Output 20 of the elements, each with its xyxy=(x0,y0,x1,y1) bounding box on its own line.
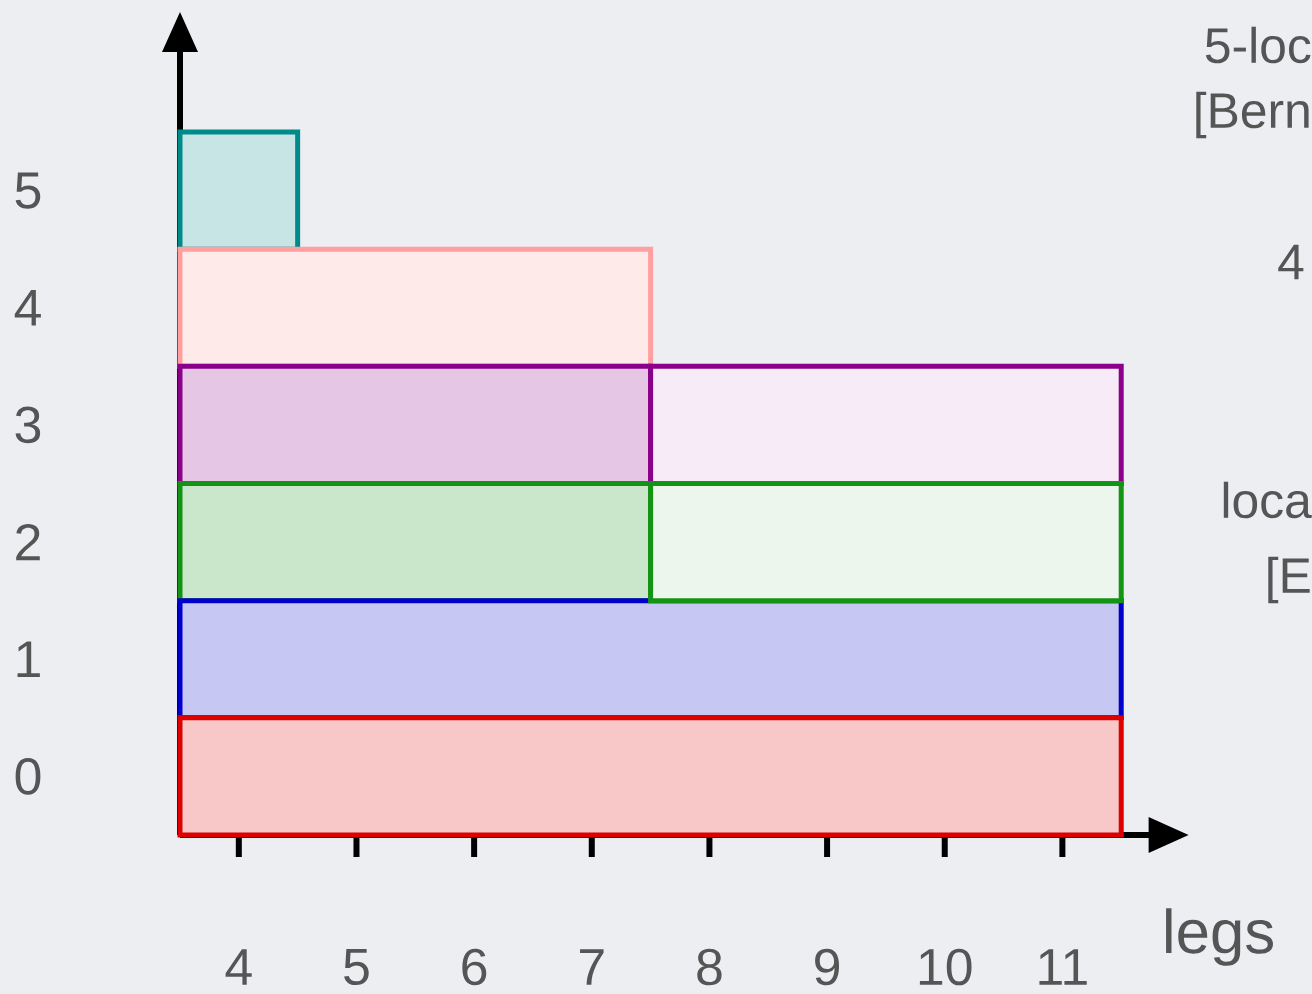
x-tick-label: 7 xyxy=(580,949,604,985)
x-tick-label: 5 xyxy=(344,948,369,986)
y-tick-label: 3 xyxy=(15,406,41,444)
x-tick-label: 8 xyxy=(697,948,722,986)
text: [E xyxy=(1268,556,1310,604)
text: 5-loc xyxy=(1205,26,1311,64)
x-tick-label: 11 xyxy=(1039,949,1087,985)
y-tick-label: 0 xyxy=(15,758,41,795)
text: 4 xyxy=(1278,244,1304,280)
y-tick-label: 2 xyxy=(16,524,40,561)
y-tick-label: 4 xyxy=(14,289,41,326)
x-tick-label: 4 xyxy=(225,949,252,985)
text: loca xyxy=(1223,481,1312,519)
y-tick-label: 1 xyxy=(17,641,40,678)
x-tick-label: 10 xyxy=(919,948,972,986)
text: [Bern xyxy=(1196,91,1309,139)
y-tick-label: 5 xyxy=(15,172,41,209)
x-axis-title: legs xyxy=(1166,908,1273,966)
x-tick-label: 6 xyxy=(462,948,487,986)
x-tick-label: 9 xyxy=(815,948,840,986)
